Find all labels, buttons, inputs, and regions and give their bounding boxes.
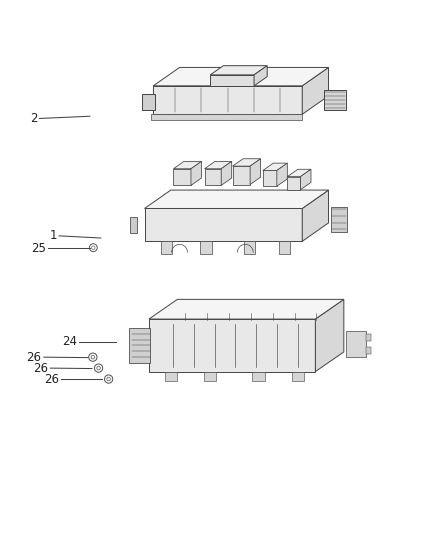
Polygon shape: [315, 300, 344, 372]
Polygon shape: [233, 159, 261, 166]
Polygon shape: [302, 190, 328, 241]
Polygon shape: [205, 161, 232, 169]
Polygon shape: [149, 319, 315, 372]
Text: 2: 2: [30, 112, 37, 125]
Polygon shape: [300, 169, 311, 190]
Polygon shape: [287, 169, 311, 176]
Polygon shape: [200, 241, 212, 254]
Circle shape: [94, 364, 102, 372]
Polygon shape: [252, 372, 265, 381]
Polygon shape: [165, 372, 177, 381]
Polygon shape: [205, 169, 221, 185]
Polygon shape: [244, 241, 255, 254]
Polygon shape: [279, 241, 290, 254]
Polygon shape: [277, 163, 287, 186]
Polygon shape: [346, 330, 366, 357]
Polygon shape: [153, 86, 302, 114]
Polygon shape: [142, 94, 155, 110]
Polygon shape: [366, 334, 371, 341]
Polygon shape: [263, 163, 287, 171]
Text: 26: 26: [44, 373, 59, 385]
Polygon shape: [145, 208, 302, 241]
Circle shape: [104, 375, 113, 383]
Polygon shape: [263, 171, 277, 186]
Polygon shape: [254, 66, 267, 86]
Polygon shape: [221, 161, 232, 185]
Text: 25: 25: [31, 241, 46, 255]
Text: 26: 26: [33, 361, 48, 375]
Polygon shape: [149, 300, 344, 319]
Polygon shape: [292, 372, 304, 381]
Polygon shape: [331, 207, 347, 232]
Polygon shape: [302, 68, 328, 114]
Polygon shape: [161, 241, 172, 254]
Polygon shape: [145, 190, 328, 208]
Polygon shape: [173, 161, 201, 169]
Polygon shape: [129, 328, 150, 363]
Text: 26: 26: [27, 351, 42, 364]
Text: 24: 24: [62, 335, 77, 349]
Polygon shape: [233, 166, 250, 184]
Polygon shape: [287, 176, 300, 190]
Polygon shape: [366, 347, 371, 354]
Circle shape: [88, 353, 97, 361]
Polygon shape: [324, 90, 346, 110]
Polygon shape: [250, 159, 261, 184]
Polygon shape: [204, 372, 216, 381]
Polygon shape: [191, 161, 201, 185]
Polygon shape: [210, 75, 254, 86]
Text: 1: 1: [49, 229, 57, 243]
Polygon shape: [151, 114, 302, 119]
Polygon shape: [173, 169, 191, 185]
Polygon shape: [210, 66, 267, 75]
Polygon shape: [153, 68, 328, 86]
Polygon shape: [130, 217, 137, 233]
